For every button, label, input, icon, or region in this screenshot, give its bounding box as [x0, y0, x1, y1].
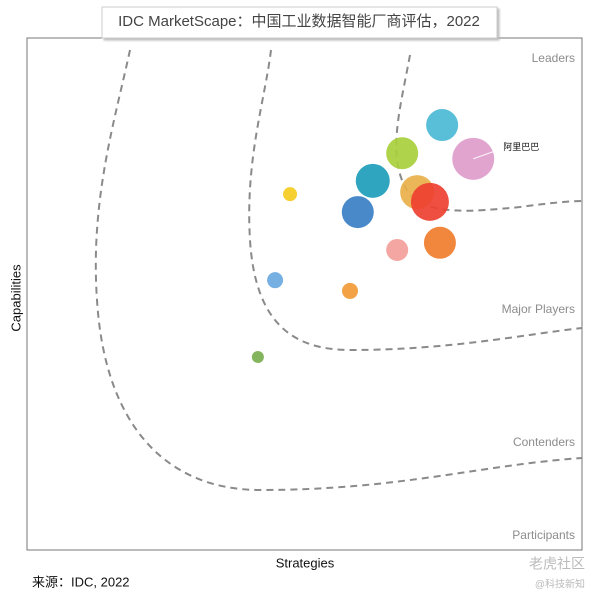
bubble: [341, 196, 374, 229]
bubble: [251, 350, 264, 363]
bubble: [267, 272, 284, 289]
chart-title: IDC MarketScape：中国工业数据智能厂商评估，2022: [118, 12, 480, 30]
plot-frame: [26, 37, 583, 551]
bubble: [386, 238, 409, 261]
bubble: [355, 163, 390, 198]
bubble: [283, 187, 298, 202]
region-label: Major Players: [502, 302, 575, 316]
watermark: @科技新知: [535, 578, 585, 591]
title-box: [101, 6, 498, 39]
y-axis-label: Capabilities: [8, 264, 23, 332]
bubble: [426, 109, 459, 142]
major-boundary: [248, 49, 583, 352]
contenders-boundary: [94, 49, 583, 492]
region-label: Contenders: [513, 435, 575, 449]
source: 来源：IDC, 2022: [32, 574, 130, 589]
region-label: Leaders: [532, 51, 575, 65]
bubble: [410, 182, 449, 221]
watermark: 老虎社区: [529, 556, 585, 572]
x-axis-label: Strategies: [276, 555, 335, 570]
bubble-label: 阿里巴巴: [503, 142, 539, 152]
region-label: Participants: [512, 528, 575, 542]
leaders-boundary: [395, 54, 583, 212]
bubble: [386, 137, 419, 170]
bubble: [423, 226, 456, 259]
bubble: [342, 282, 359, 299]
label-leader: [473, 148, 502, 160]
